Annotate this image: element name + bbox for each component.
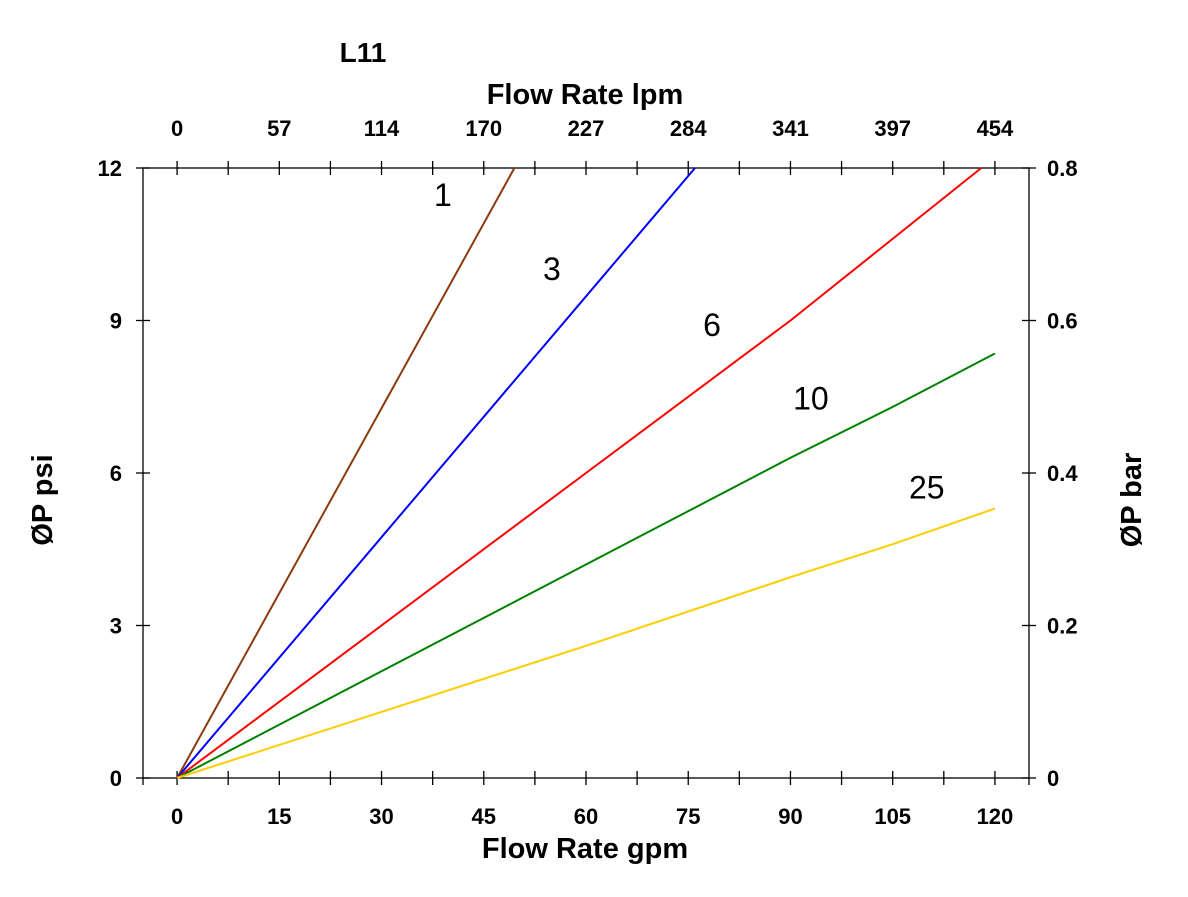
x-tick-label: 45: [472, 804, 496, 829]
x2-tick-label: 454: [977, 116, 1014, 141]
tick-labels: 0015573011445170602277528490341105397120…: [98, 116, 1079, 829]
series-lines: [176, 167, 996, 779]
y-tick-label: 3: [110, 614, 122, 639]
y-tick-label: 6: [110, 461, 122, 486]
x2-tick-label: 341: [772, 116, 809, 141]
bottom-x-axis-title: Flow Rate gpm: [482, 833, 688, 865]
x-tick-label: 30: [369, 804, 393, 829]
x-tick-label: 15: [267, 804, 291, 829]
y-tick-label: 9: [110, 309, 122, 334]
x2-tick-label: 397: [874, 116, 911, 141]
axis-ticks: [136, 161, 1036, 785]
x2-tick-label: 284: [670, 116, 707, 141]
chart-title: L11: [340, 37, 387, 68]
y-tick-label: 12: [98, 156, 122, 181]
y2-tick-label: 0.6: [1047, 309, 1078, 334]
x-tick-label: 75: [676, 804, 700, 829]
series-line-3: [176, 167, 696, 779]
y2-tick-label: 0.4: [1047, 461, 1078, 486]
series-label-6: 6: [703, 307, 721, 343]
series-label-1: 1: [434, 177, 452, 213]
y2-tick-label: 0.8: [1047, 156, 1078, 181]
left-y-axis-title: ØP psi: [27, 454, 59, 545]
x2-tick-label: 227: [568, 116, 605, 141]
x-tick-label: 105: [874, 804, 911, 829]
y2-tick-label: 0: [1047, 766, 1059, 791]
series-label-25: 25: [909, 469, 945, 505]
series-line-6: [176, 167, 982, 779]
series-line-25: [176, 507, 996, 779]
x2-tick-label: 170: [465, 116, 502, 141]
series-label-10: 10: [793, 380, 829, 416]
x-tick-label: 120: [977, 804, 1014, 829]
x2-tick-label: 0: [171, 116, 183, 141]
series-labels: 1 3 6 10 25: [434, 177, 945, 505]
series-line-10: [176, 352, 996, 779]
x2-tick-label: 57: [267, 116, 291, 141]
y-tick-label: 0: [110, 766, 122, 791]
x-tick-label: 0: [171, 804, 183, 829]
y2-tick-label: 0.2: [1047, 614, 1078, 639]
x-tick-label: 60: [574, 804, 598, 829]
x2-tick-label: 114: [364, 116, 400, 141]
top-x-axis-title: Flow Rate lpm: [487, 79, 684, 111]
series-line-1: [176, 167, 516, 779]
x-tick-label: 90: [778, 804, 802, 829]
right-y-axis-title: ØP bar: [1116, 453, 1148, 548]
series-label-3: 3: [543, 251, 561, 287]
